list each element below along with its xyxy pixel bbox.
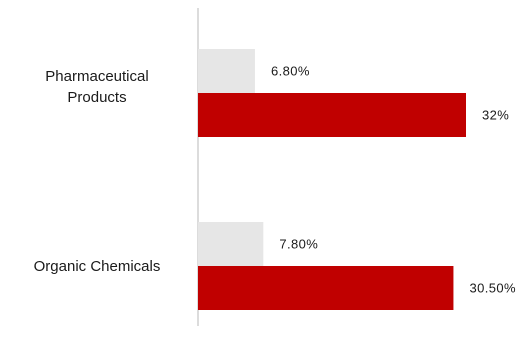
bar-series-1-category-2: [198, 222, 264, 266]
category-label-line: Products: [67, 89, 127, 106]
category-label-line: Organic Chemicals: [33, 258, 161, 275]
bar-series-2-category-1: [198, 93, 466, 137]
category-label-2: Organic Chemicals: [8, 256, 186, 277]
bar-series-1-category-1: [198, 49, 255, 93]
category-label-line: Pharmaceutical: [45, 68, 149, 85]
data-label-series-2-category-1: 32%: [482, 108, 509, 123]
category-label-1: Pharmaceutical Products: [8, 66, 186, 108]
data-label-series-2-category-2: 30.50%: [469, 281, 516, 296]
bar-series-2-category-2: [198, 266, 454, 310]
data-label-series-1-category-1: 6.80%: [271, 64, 310, 79]
data-label-series-1-category-2: 7.80%: [279, 237, 318, 252]
